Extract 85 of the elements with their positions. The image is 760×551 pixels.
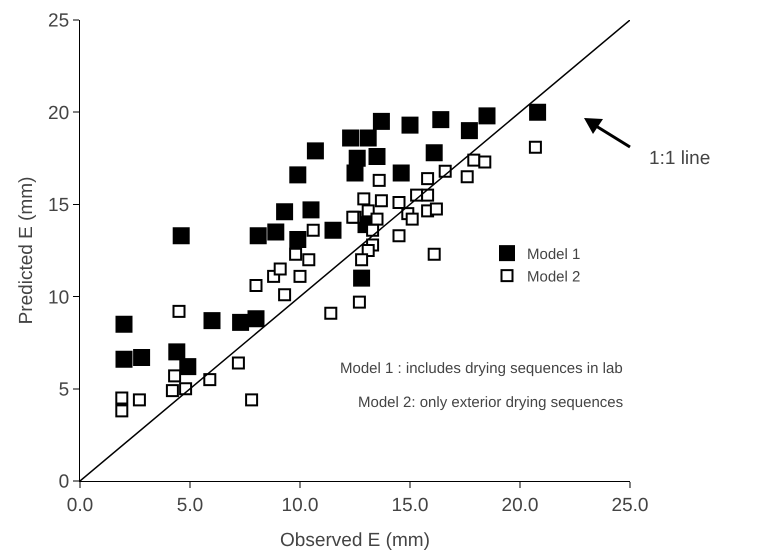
point <box>267 224 284 241</box>
legend-label: Model 1 <box>527 246 580 263</box>
y-tick-label: 25 <box>48 10 70 32</box>
point <box>232 356 245 370</box>
point <box>132 393 146 406</box>
point <box>232 314 250 331</box>
y-tick-label: 5 <box>58 379 70 400</box>
point <box>248 310 264 328</box>
point <box>370 212 384 226</box>
point <box>302 201 320 218</box>
point <box>168 343 186 360</box>
point <box>289 230 306 248</box>
point <box>355 253 368 266</box>
point <box>116 350 132 368</box>
point <box>346 210 360 224</box>
point <box>460 122 478 140</box>
x-tick-label: 25.0 <box>612 494 648 516</box>
text: 1:1 line <box>649 148 710 169</box>
point <box>250 279 262 292</box>
x-tick-label: 0.0 <box>66 494 94 516</box>
point <box>357 192 370 206</box>
point <box>274 262 287 276</box>
point <box>460 170 474 184</box>
y-tick-label: 10 <box>48 287 70 308</box>
point <box>428 248 441 261</box>
x-tick-label: 20.0 <box>502 494 538 516</box>
point <box>204 312 220 330</box>
point <box>528 140 542 154</box>
point <box>342 130 360 147</box>
x-tick-label: 15.0 <box>392 494 428 516</box>
point <box>353 270 370 287</box>
point <box>406 212 419 226</box>
point <box>478 155 492 168</box>
point <box>250 227 267 244</box>
point <box>289 166 306 184</box>
point <box>278 288 292 302</box>
point <box>306 142 324 160</box>
x-tick-label: 10.0 <box>282 494 318 516</box>
point <box>426 144 443 162</box>
point <box>392 229 406 242</box>
point <box>392 164 410 182</box>
point <box>372 174 386 187</box>
point <box>348 150 366 167</box>
point <box>372 112 390 130</box>
point <box>172 227 190 244</box>
point <box>294 270 306 283</box>
point <box>115 404 128 418</box>
point <box>432 111 450 128</box>
point <box>421 188 434 202</box>
point <box>324 222 342 239</box>
point <box>203 373 216 386</box>
x-axis-title: Observed E (mm) <box>280 530 430 551</box>
point <box>362 204 375 218</box>
point <box>366 224 380 237</box>
point <box>302 253 316 266</box>
point <box>430 202 443 216</box>
point <box>172 304 186 318</box>
annotation: Model 2: only exterior drying sequences <box>358 394 624 411</box>
point <box>116 316 132 333</box>
point <box>402 116 418 134</box>
point <box>324 306 338 320</box>
point <box>276 203 294 220</box>
point <box>374 194 388 208</box>
point <box>360 130 377 147</box>
y-tick-label: 0 <box>58 472 70 493</box>
point <box>179 358 196 376</box>
point <box>529 104 546 121</box>
point <box>392 196 406 210</box>
y-tick-label: 15 <box>48 195 70 216</box>
point <box>166 384 179 398</box>
point <box>168 369 182 382</box>
point <box>478 107 496 124</box>
point <box>115 392 128 405</box>
point <box>368 148 386 165</box>
annotation: Model 1 : includes drying sequences in lab <box>340 360 623 377</box>
point <box>245 393 258 406</box>
legend-label: Model 2 <box>527 268 580 286</box>
y-axis-title: Predicted E (mm) <box>16 176 37 324</box>
point <box>289 248 302 261</box>
y-tick-label: 20 <box>48 102 70 124</box>
point <box>133 348 150 366</box>
point <box>421 172 434 186</box>
point <box>352 296 366 309</box>
point <box>306 224 320 237</box>
x-tick-label: 5.0 <box>176 494 204 516</box>
